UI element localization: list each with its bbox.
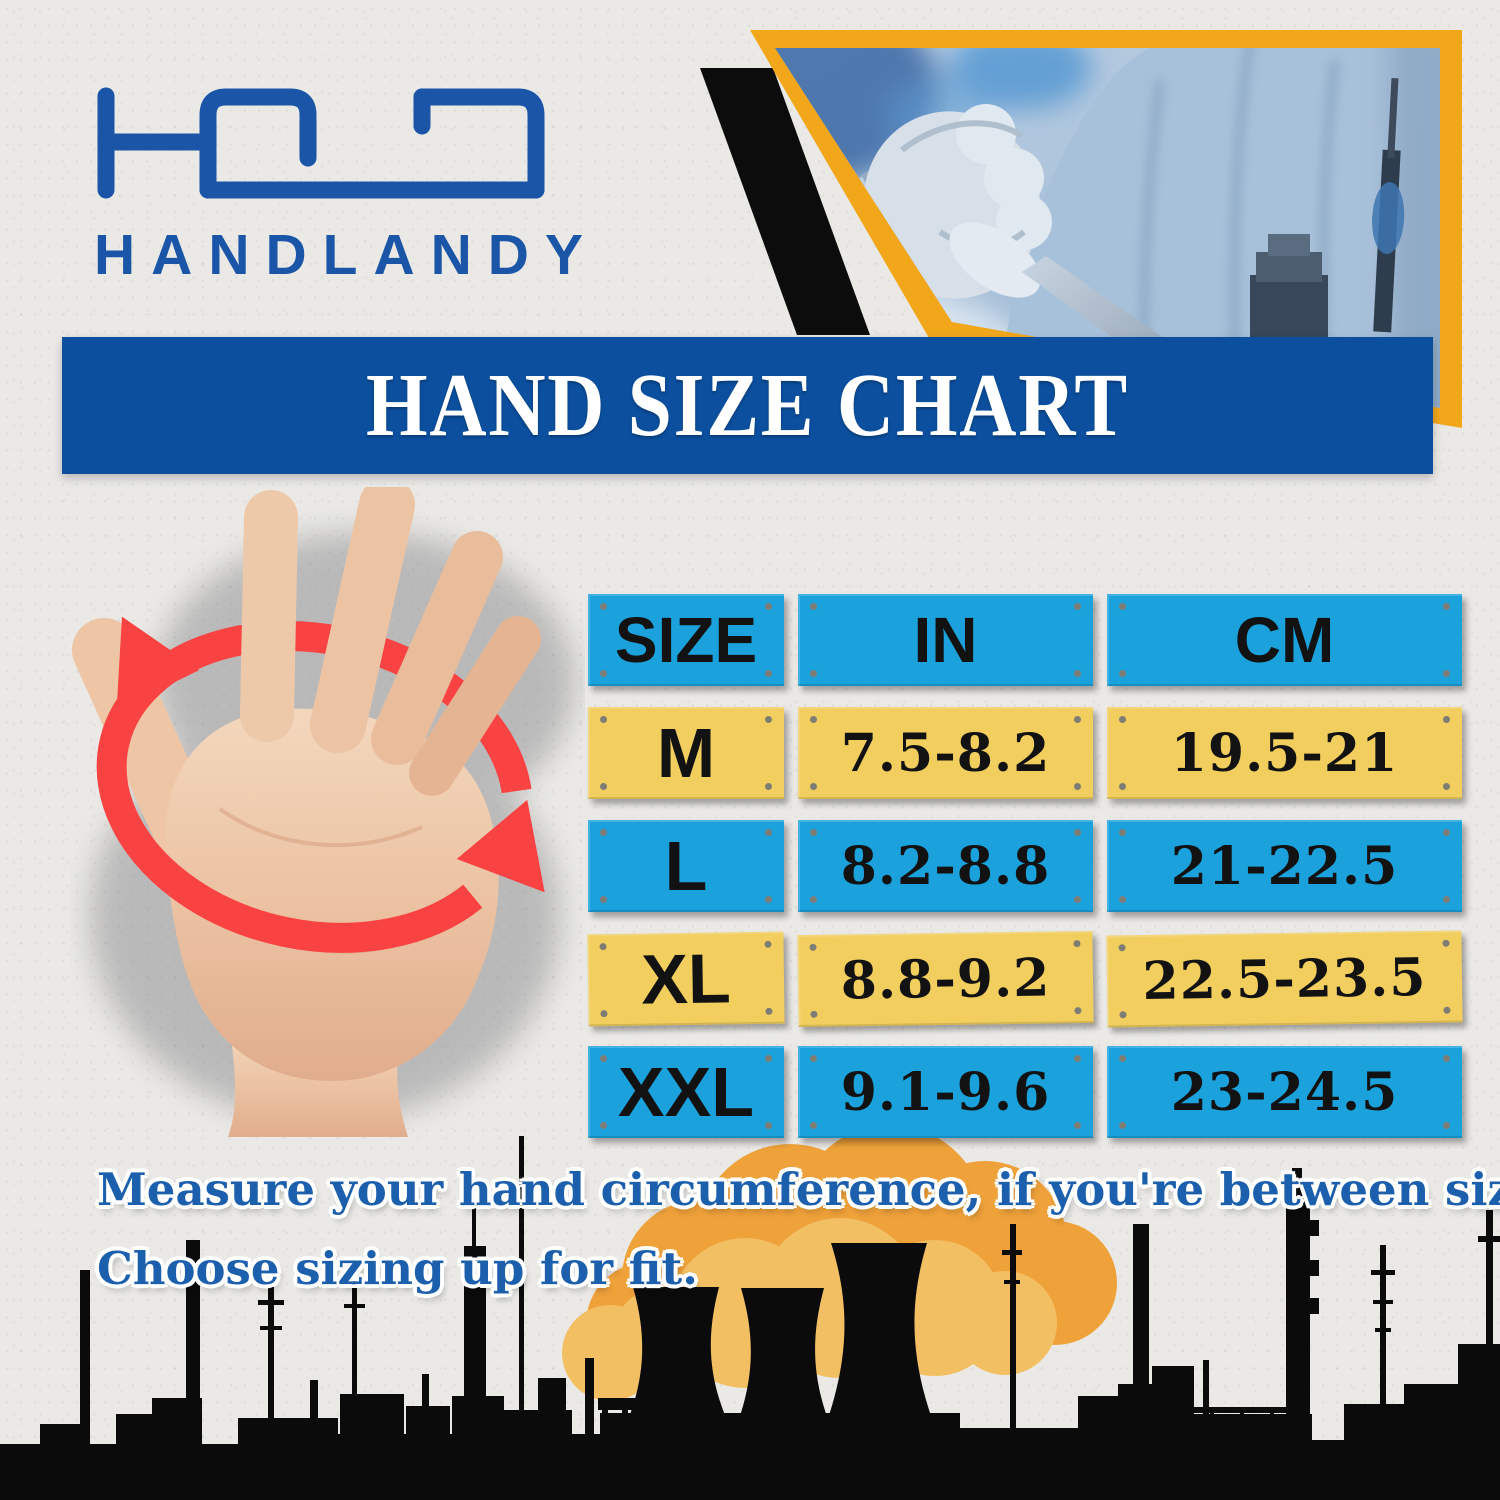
- header-cell-cm: CM: [1107, 594, 1462, 686]
- cell-in-m: 7.5-8.2: [798, 707, 1093, 799]
- cell-in-xl: 8.8-9.2: [797, 930, 1094, 1028]
- cell-size-l: L: [588, 820, 784, 912]
- header-cell-in: IN: [798, 594, 1093, 686]
- page-title: HAND SIZE CHART: [366, 356, 1129, 455]
- black-accent-shape: [700, 68, 870, 335]
- header-cell-size: SIZE: [588, 594, 784, 686]
- cell-cm-xl: 22.5-23.5: [1106, 930, 1463, 1028]
- fingers: [240, 487, 541, 796]
- note-line-1: Measure your hand circumference, if you'…: [97, 1163, 1500, 1216]
- cell-cm-l: 21-22.5: [1107, 820, 1462, 912]
- cell-size-xxl: XXL: [588, 1046, 784, 1138]
- cell-size-m: M: [588, 707, 784, 799]
- handlandy-logo-icon: [97, 87, 545, 199]
- cell-in-xxl: 9.1-9.6: [798, 1046, 1093, 1138]
- cell-cm-xxl: 23-24.5: [1107, 1046, 1462, 1138]
- cell-in-l: 8.2-8.8: [798, 820, 1093, 912]
- hand-measure-figure: [72, 487, 575, 1137]
- industrial-skyline: [0, 1128, 1500, 1500]
- industrial-skyline-silhouette: [0, 1136, 1500, 1500]
- title-banner: HAND SIZE CHART: [62, 337, 1433, 474]
- brand-name: HANDLANDY: [94, 223, 599, 287]
- cell-size-xl: XL: [587, 931, 785, 1027]
- note-line-2: Choose sizing up for fit.: [97, 1242, 698, 1295]
- cell-cm-m: 19.5-21: [1107, 707, 1462, 799]
